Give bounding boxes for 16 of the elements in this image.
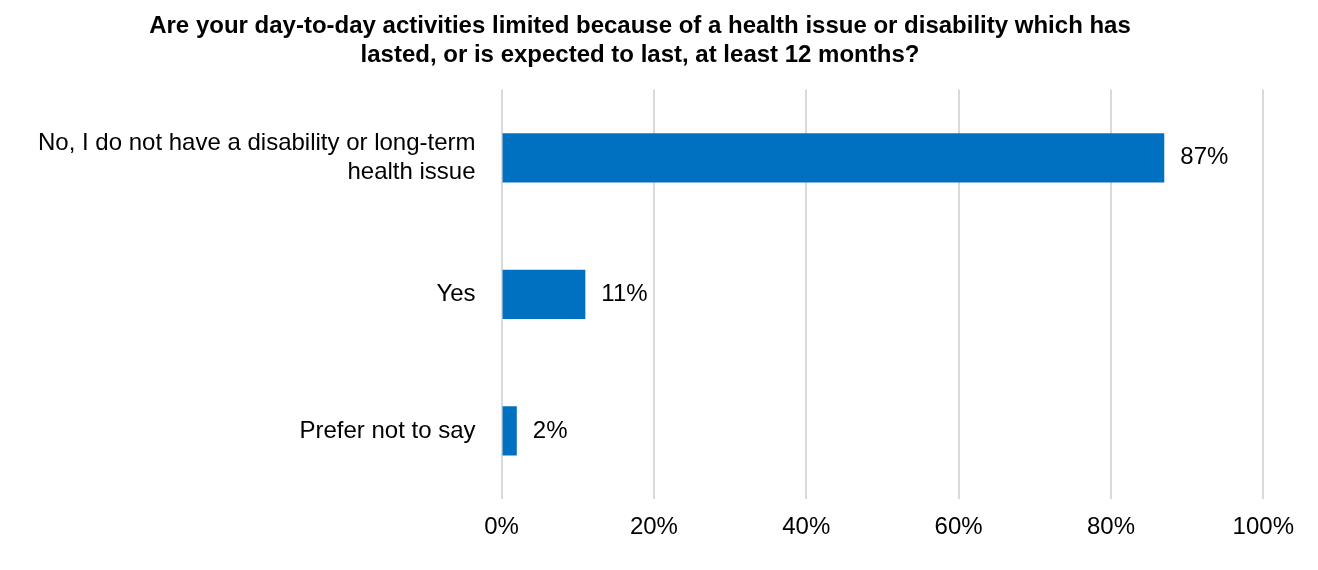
bar [502, 133, 1165, 183]
y-tick-label: Prefer not to say [299, 415, 476, 443]
data-label: 11% [601, 279, 648, 307]
x-tick-label: 60% [934, 512, 983, 540]
bar [502, 406, 517, 456]
chart-title: Are your day-to-day activities limited because of a health issue or disability which has lasted, or is expected to last, at least 12 months? [149, 11, 1131, 67]
x-tick-label: 80% [1086, 512, 1135, 540]
y-tick-label: No, I do not have a disability or long-term health issue [37, 128, 476, 184]
y-tick-label: Yes [436, 279, 476, 307]
data-label: 2% [532, 415, 568, 443]
x-tick-label: 40% [782, 512, 831, 540]
x-tick-label: 100% [1232, 512, 1294, 540]
bar [502, 269, 586, 319]
x-tick-label: 20% [629, 512, 678, 540]
data-label: 87% [1180, 142, 1229, 170]
x-tick-label: 0% [484, 512, 519, 540]
